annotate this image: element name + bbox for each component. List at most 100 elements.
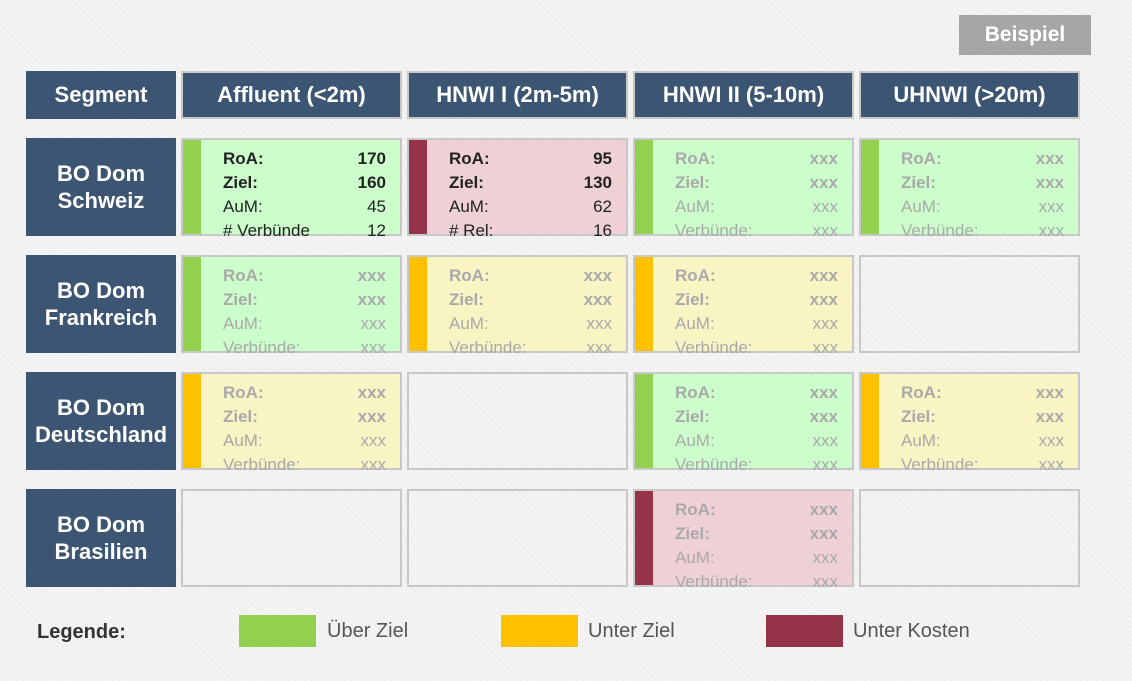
status-bar (183, 257, 201, 351)
kpi-metrics: RoA: xxx Ziel: xxx AuM: xxx Verbünde: xxx (675, 147, 838, 243)
row-header: BO Dom Schweiz (26, 138, 176, 236)
metric-label: AuM: (675, 197, 715, 216)
metric-row: Ziel: 160 (223, 171, 386, 195)
metric-label: AuM: (675, 548, 715, 567)
row-header-line2: Brasilien (54, 539, 148, 564)
metric-value: 12 (367, 221, 386, 240)
metric-label: Verbünde: (675, 221, 753, 240)
metric-value: xxx (809, 173, 838, 192)
metric-row: Ziel: xxx (449, 288, 612, 312)
metric-value: xxx (809, 290, 838, 309)
metric-value: xxx (1038, 455, 1065, 474)
status-bar (861, 140, 879, 234)
kpi-card: RoA: xxx Ziel: xxx AuM: xxx Verbünde: xxx (633, 255, 854, 357)
metric-row: Verbünde: xxx (675, 453, 838, 477)
metric-row: Ziel: xxx (675, 522, 838, 546)
metric-value: xxx (812, 338, 839, 357)
legend-title: Legende: (37, 621, 126, 643)
metric-row: Verbünde: xxx (223, 453, 386, 477)
metric-value: xxx (360, 314, 387, 333)
metric-row: RoA: 95 (449, 147, 612, 171)
metric-row: RoA: 170 (223, 147, 386, 171)
metric-row: Verbünde: xxx (901, 219, 1064, 243)
metric-row: Ziel: xxx (223, 288, 386, 312)
metric-value: xxx (812, 572, 839, 591)
metric-label: Verbünde: (675, 455, 753, 474)
metric-value: xxx (586, 314, 613, 333)
kpi-card: RoA: xxx Ziel: xxx AuM: xxx Verbünde: xxx (633, 372, 854, 474)
column-header-hnwi-1: HNWI I (2m-5m) (407, 71, 628, 119)
metric-label: RoA: (901, 149, 942, 168)
metric-row: Ziel: 130 (449, 171, 612, 195)
metric-value: xxx (1038, 197, 1065, 216)
row-header-line2: Deutschland (34, 422, 168, 447)
metric-row: RoA: xxx (901, 381, 1064, 405)
metric-value: 45 (367, 197, 386, 216)
metric-row: RoA: xxx (675, 147, 838, 171)
metric-row: RoA: xxx (449, 264, 612, 288)
empty-cell (859, 255, 1080, 353)
metric-label: Ziel: (223, 173, 258, 192)
metric-label: AuM: (449, 197, 489, 216)
metric-value: 130 (583, 173, 612, 192)
kpi-card: RoA: xxx Ziel: xxx AuM: xxx Verbünde: xxx (859, 372, 1080, 474)
row-header-line1: BO Dom (57, 278, 145, 303)
metric-label: Verbünde: (901, 455, 979, 474)
legend-swatch-under-cost (766, 615, 843, 647)
metric-value: xxx (812, 455, 839, 474)
metric-row: AuM: xxx (675, 429, 838, 453)
kpi-metrics: RoA: 95 Ziel: 130 AuM: 62 # Rel: 16 (449, 147, 612, 243)
metric-label: Verbünde: (223, 455, 301, 474)
metric-row: Ziel: xxx (901, 171, 1064, 195)
metric-label: AuM: (901, 431, 941, 450)
status-bar (635, 491, 653, 585)
metric-row: RoA: xxx (675, 381, 838, 405)
metric-label: AuM: (675, 431, 715, 450)
metric-label: Ziel: (675, 524, 710, 543)
metric-value: xxx (1035, 149, 1064, 168)
metric-label: Ziel: (901, 173, 936, 192)
metric-row: RoA: xxx (901, 147, 1064, 171)
status-bar (635, 374, 653, 468)
metric-label: Ziel: (901, 407, 936, 426)
kpi-card: RoA: xxx Ziel: xxx AuM: xxx Verbünde: xxx (407, 255, 628, 357)
metric-value: xxx (357, 407, 386, 426)
metric-value: xxx (809, 524, 838, 543)
metric-label: Ziel: (223, 407, 258, 426)
metric-row: AuM: xxx (675, 312, 838, 336)
metric-value: 62 (593, 197, 612, 216)
row-header-line1: BO Dom (57, 512, 145, 537)
empty-cell (407, 489, 628, 587)
kpi-card: RoA: xxx Ziel: xxx AuM: xxx Verbünde: xxx (181, 372, 402, 474)
metric-label: RoA: (901, 383, 942, 402)
metric-value: xxx (812, 197, 839, 216)
metric-value: xxx (1038, 431, 1065, 450)
metric-label: Ziel: (675, 173, 710, 192)
row-header-line1: BO Dom (57, 161, 145, 186)
legend-swatch-over-target (239, 615, 316, 647)
metric-value: 160 (357, 173, 386, 192)
metric-value: xxx (809, 383, 838, 402)
metric-value: 16 (593, 221, 612, 240)
metric-row: Ziel: xxx (675, 171, 838, 195)
metric-row: Verbünde: xxx (901, 453, 1064, 477)
empty-cell (181, 489, 402, 587)
metric-value: xxx (586, 338, 613, 357)
row-header-line1: BO Dom (57, 395, 145, 420)
kpi-card: RoA: 170 Ziel: 160 AuM: 45 # Verbünde 12 (181, 138, 402, 240)
metric-row: Ziel: xxx (901, 405, 1064, 429)
status-bar (409, 257, 427, 351)
status-bar (183, 374, 201, 468)
status-bar (183, 140, 201, 234)
legend-label-over-target: Über Ziel (327, 620, 409, 642)
metric-row: Ziel: xxx (675, 405, 838, 429)
metric-row: # Rel: 16 (449, 219, 612, 243)
metric-label: AuM: (449, 314, 489, 333)
column-header-affluent: Affluent (<2m) (181, 71, 402, 119)
segment-header: Segment (26, 71, 176, 119)
kpi-metrics: RoA: xxx Ziel: xxx AuM: xxx Verbünde: xxx (449, 264, 612, 360)
metric-label: Ziel: (675, 290, 710, 309)
status-bar (409, 140, 427, 234)
metric-label: Ziel: (449, 290, 484, 309)
row-header: BO Dom Brasilien (26, 489, 176, 587)
